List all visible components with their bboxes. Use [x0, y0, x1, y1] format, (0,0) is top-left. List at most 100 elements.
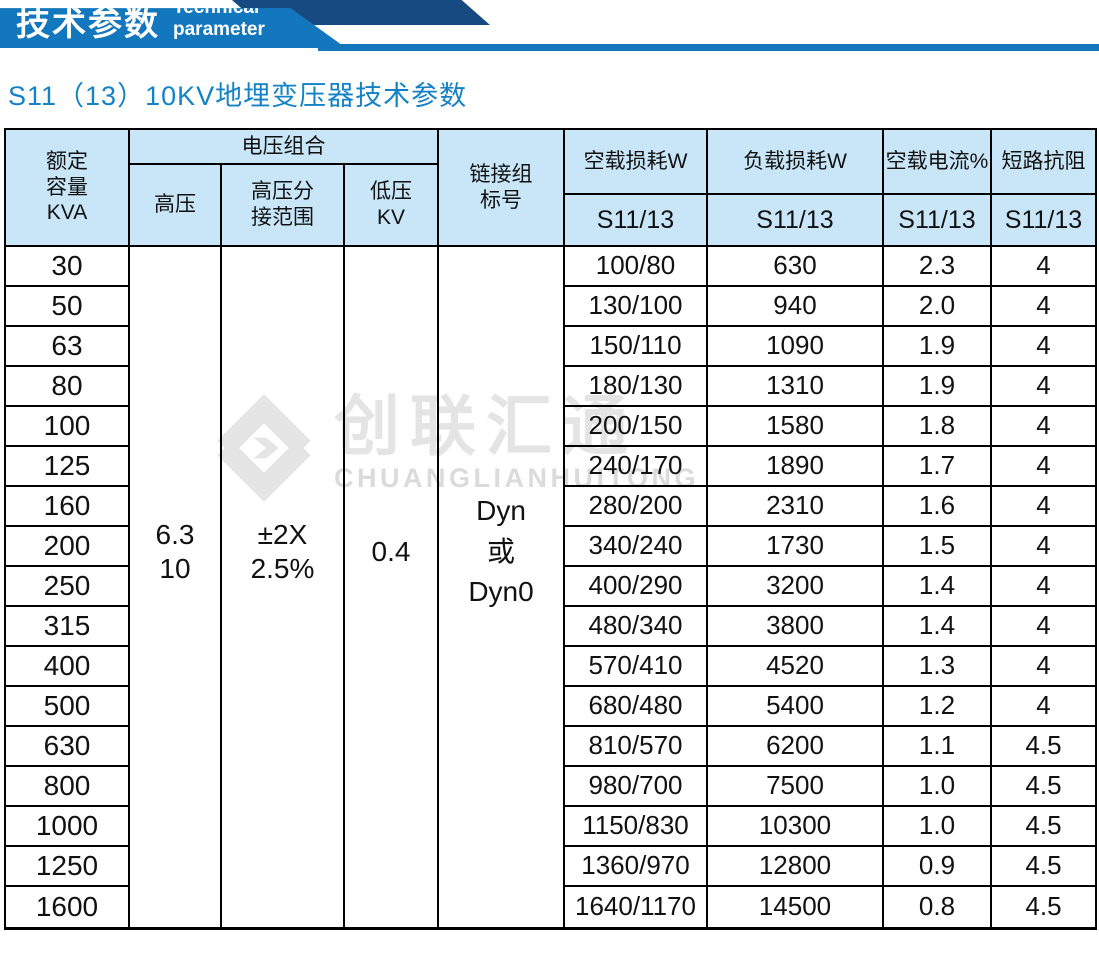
cell-noload-row-17: 1640/1170 — [565, 887, 708, 927]
banner-title-en: Technical parameter — [173, 0, 265, 40]
cell-impedance-row-10: 4 — [992, 607, 1095, 647]
cell-noload-row-9: 400/290 — [565, 567, 708, 607]
cell-load-row-4: 1310 — [708, 367, 884, 407]
cell-kva-row-5: 100 — [6, 407, 130, 447]
cell-impedance-row-11: 4 — [992, 647, 1095, 687]
cell-load-row-5: 1580 — [708, 407, 884, 447]
merged-cell-high-voltage: 6.3 10 — [130, 247, 222, 927]
cell-noload-row-14: 980/700 — [565, 767, 708, 807]
cell-impedance-row-8: 4 — [992, 527, 1095, 567]
header-low-voltage: 低压 KV — [345, 165, 439, 247]
page-title: S11（13）10KV地埋变压器技术参数 — [8, 81, 468, 111]
cell-current-row-3: 1.9 — [884, 327, 992, 367]
cell-current-row-6: 1.7 — [884, 447, 992, 487]
cell-noload-row-6: 240/170 — [565, 447, 708, 487]
watermark-text-en: CHUANGLIANHUITONG — [334, 463, 699, 494]
cell-current-row-9: 1.4 — [884, 567, 992, 607]
cell-noload-row-2: 130/100 — [565, 287, 708, 327]
cell-kva-row-9: 250 — [6, 567, 130, 607]
header-no-load-current: 空载电流% — [884, 130, 992, 195]
cell-kva-row-6: 125 — [6, 447, 130, 487]
merged-cell-low-voltage: 0.4 — [345, 247, 439, 927]
cell-kva-row-17: 1600 — [6, 887, 130, 927]
cell-load-row-12: 5400 — [708, 687, 884, 727]
cell-kva-row-16: 1250 — [6, 847, 130, 887]
cell-load-row-11: 4520 — [708, 647, 884, 687]
cell-impedance-row-1: 4 — [992, 247, 1095, 287]
cell-noload-row-12: 680/480 — [565, 687, 708, 727]
cell-kva-row-1: 30 — [6, 247, 130, 287]
cell-current-row-2: 2.0 — [884, 287, 992, 327]
cell-load-row-10: 3800 — [708, 607, 884, 647]
cell-current-row-4: 1.9 — [884, 367, 992, 407]
cell-load-row-8: 1730 — [708, 527, 884, 567]
cell-current-row-15: 1.0 — [884, 807, 992, 847]
cell-impedance-row-14: 4.5 — [992, 767, 1095, 807]
cell-load-row-6: 1890 — [708, 447, 884, 487]
cell-kva-row-7: 160 — [6, 487, 130, 527]
cell-current-row-10: 1.4 — [884, 607, 992, 647]
banner-title-zh: 技术参数 — [16, 5, 160, 43]
cell-impedance-row-17: 4.5 — [1025, 891, 1062, 922]
header-no-load-loss: 空载损耗W — [565, 130, 708, 195]
cell-noload-row-1: 100/80 — [565, 247, 708, 287]
header-rated-capacity: 额定 容量 KVA — [6, 130, 130, 247]
header-high-voltage: 高压 — [130, 165, 222, 247]
cell-impedance-row-3: 4 — [992, 327, 1095, 367]
cell-kva-row-4: 80 — [6, 367, 130, 407]
merged-cell-vector-group: Dyn 或 Dyn0 — [439, 247, 565, 927]
merged-cell-hv-tap-range: ±2X 2.5% — [222, 247, 345, 927]
cell-impedance-row-4: 4 — [992, 367, 1095, 407]
cell-noload-row-4: 180/130 — [565, 367, 708, 407]
cell-noload-row-15: 1150/830 — [565, 807, 708, 847]
cell-impedance-row-12: 4 — [992, 687, 1095, 727]
cell-impedance-row-7: 4 — [992, 487, 1095, 527]
cell-noload-row-10: 480/340 — [565, 607, 708, 647]
cell-current-row-1: 2.3 — [884, 247, 992, 287]
banner-underline-bar — [318, 44, 1099, 51]
cell-impedance-row-16: 4.5 — [992, 847, 1095, 887]
cell-current-row-16: 0.9 — [884, 847, 992, 887]
header-vector-group: 链接组 标号 — [439, 130, 565, 247]
cell-load-row-1: 630 — [708, 247, 884, 287]
cell-noload-row-7: 280/200 — [565, 487, 708, 527]
cell-kva-row-11: 400 — [6, 647, 130, 687]
cell-noload-row-5: 200/150 — [565, 407, 708, 447]
section-banner: 技术参数 Technical parameter — [0, 0, 346, 48]
cell-impedance-row-5: 4 — [992, 407, 1095, 447]
cell-current-row-5: 1.8 — [884, 407, 992, 447]
cell-kva-row-13: 630 — [6, 727, 130, 767]
cell-kva-row-3: 63 — [6, 327, 130, 367]
cell-impedance-row-15: 4.5 — [992, 807, 1095, 847]
cell-current-row-12: 1.2 — [884, 687, 992, 727]
cell-load-row-2: 940 — [708, 287, 884, 327]
cell-current-row-14: 1.0 — [884, 767, 992, 807]
subheader-s11-13-load: S11/13 — [708, 195, 884, 247]
cell-noload-row-16: 1360/970 — [565, 847, 708, 887]
cell-load-row-15: 10300 — [708, 807, 884, 847]
cell-current-row-11: 1.3 — [884, 647, 992, 687]
cell-load-row-7: 2310 — [708, 487, 884, 527]
header-hv-tap-range: 高压分 接范围 — [222, 165, 345, 247]
cell-kva-row-10: 315 — [6, 607, 130, 647]
subheader-s11-13-current: S11/13 — [884, 195, 992, 247]
cell-kva-row-2: 50 — [6, 287, 130, 327]
cell-noload-row-3: 150/110 — [565, 327, 708, 367]
cell-kva-row-14: 800 — [6, 767, 130, 807]
cell-noload-row-11: 570/410 — [565, 647, 708, 687]
header-short-circuit-impedance: 短路抗阻 — [992, 130, 1095, 195]
watermark: 创联汇通 CHUANGLIANHUITONG — [212, 389, 699, 504]
cell-impedance-row-13: 4.5 — [992, 727, 1095, 767]
subheader-s11-13-impedance: S11/13 — [992, 195, 1095, 247]
cell-noload-row-13: 810/570 — [565, 727, 708, 767]
header-voltage-combination: 电压组合 — [130, 130, 439, 165]
cell-current-row-17: 0.8 — [884, 887, 992, 927]
watermark-text-zh: 创联汇通 — [334, 389, 638, 463]
cell-load-row-14: 7500 — [708, 767, 884, 807]
cell-load-row-3: 1090 — [708, 327, 884, 367]
cell-load-row-16: 12800 — [708, 847, 884, 887]
cell-impedance-row-6: 4 — [992, 447, 1095, 487]
parameters-table: 额定 容量 KVA 电压组合 高压 高压分 接范围 低压 KV 链接组 标号 空… — [4, 128, 1097, 930]
cell-load-row-13: 6200 — [708, 727, 884, 767]
